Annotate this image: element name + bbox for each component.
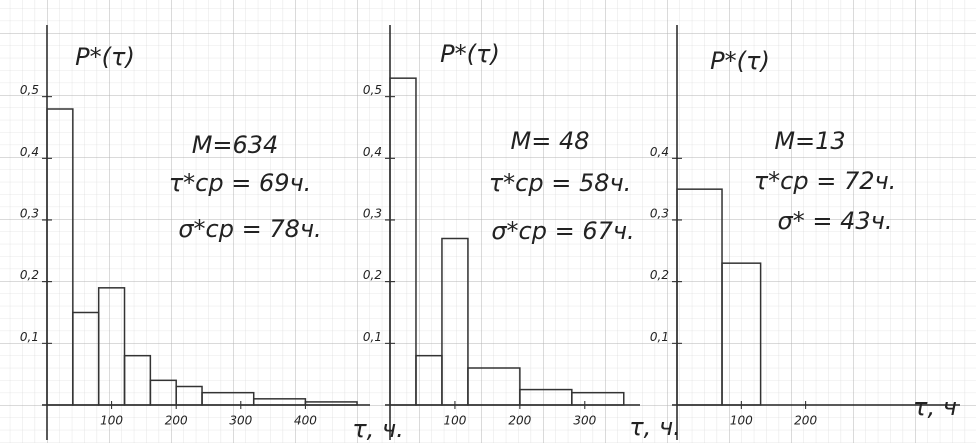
y-tick-label: 0,3 xyxy=(650,207,669,221)
y-tick-label: 0,5 xyxy=(20,83,39,97)
y-axis-label: P*(τ) xyxy=(440,40,500,68)
x-tick-label: 300 xyxy=(229,414,252,428)
y-tick-label: 0,2 xyxy=(650,268,669,282)
x-axis-label: τ, ч xyxy=(913,393,957,421)
y-tick-label: 0,4 xyxy=(20,145,39,159)
y-tick-label: 0,1 xyxy=(20,330,39,344)
x-tick-label: 400 xyxy=(294,414,317,428)
y-tick-label: 0,1 xyxy=(363,330,382,344)
annotation: σ*ср = 67ч. xyxy=(491,217,634,245)
page: 0,1 0,2 0,3 0,4 0,5 100 200 300 400 P*(τ) τ, ч. M=6… xyxy=(0,0,976,443)
x-axis-label: τ, ч. xyxy=(629,413,681,441)
y-tick-label: 0,5 xyxy=(363,83,382,97)
y-tick-label: 0,4 xyxy=(650,145,669,159)
x-tick-label: 200 xyxy=(165,414,188,428)
y-axis-label: P*(τ) xyxy=(710,47,770,75)
x-tick-label: 100 xyxy=(100,414,123,428)
annotation: M=634 xyxy=(192,131,279,159)
x-tick-label: 100 xyxy=(730,414,753,428)
y-tick-label: 0,2 xyxy=(363,268,382,282)
chart: 0,1 0,2 0,3 0,4 0,5 100 200 300 400 P*(τ) τ, ч. M=6… xyxy=(0,0,976,443)
x-tick-label: 100 xyxy=(443,414,466,428)
y-axis-label: P*(τ) xyxy=(75,43,135,71)
y-tick-label: 0,1 xyxy=(650,330,669,344)
annotation: τ*ср = 72ч. xyxy=(754,167,897,195)
y-tick-label: 0,2 xyxy=(20,268,39,282)
annotation: M=13 xyxy=(774,127,845,155)
x-axis-label: τ, ч. xyxy=(352,415,404,443)
annotation: σ*ср = 78ч. xyxy=(178,215,321,243)
x-tick-label: 200 xyxy=(508,414,531,428)
annotation: σ* = 43ч. xyxy=(778,207,893,235)
y-tick-label: 0,3 xyxy=(20,207,39,221)
x-tick-label: 200 xyxy=(794,414,817,428)
annotation: τ*ср = 58ч. xyxy=(489,169,632,197)
y-tick-label: 0,3 xyxy=(363,207,382,221)
y-tick-label: 0,4 xyxy=(363,145,382,159)
annotation: τ*ср = 69ч. xyxy=(169,169,312,197)
annotation: M= 48 xyxy=(511,127,590,155)
x-tick-label: 300 xyxy=(573,414,596,428)
